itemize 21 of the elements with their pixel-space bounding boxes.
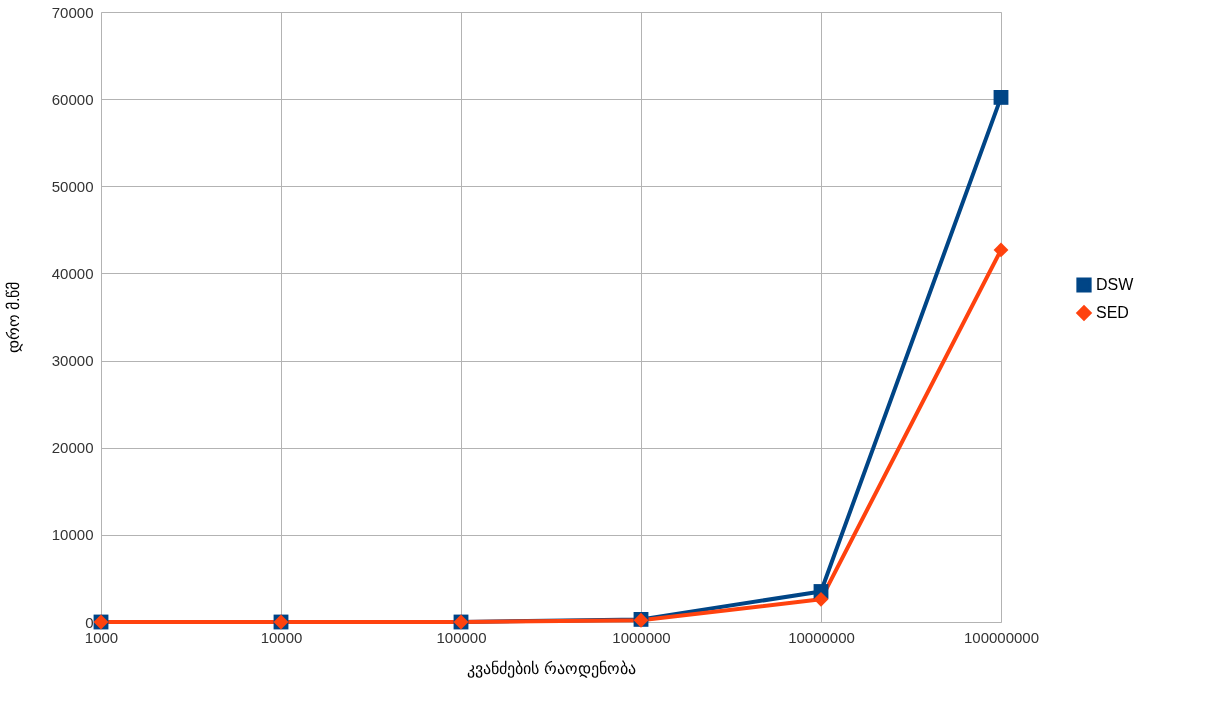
x-tick-label: 10000 xyxy=(260,628,303,646)
x-tick-label: 1000000 xyxy=(612,628,671,646)
y-tick-label: 70000 xyxy=(51,3,94,21)
point xyxy=(993,89,1009,105)
x-tick-label: 10000000 xyxy=(788,628,855,646)
legend-label: DSW xyxy=(1096,276,1135,293)
point xyxy=(993,242,1009,258)
y-tick-label: 50000 xyxy=(51,177,94,195)
y-tick-label: 20000 xyxy=(51,439,94,457)
x-tick-label: 100000000 xyxy=(963,628,1040,646)
y-axis-title: დრო მ.წმ xyxy=(4,281,23,354)
y-tick-label: 10000 xyxy=(51,526,94,544)
legend-label: SED xyxy=(1096,304,1129,321)
y-tick-label: 60000 xyxy=(51,90,94,108)
y-tick-label: 0 xyxy=(85,613,94,631)
y-tick-label: 30000 xyxy=(51,352,94,370)
x-axis-title: კვანძების რაოდენობა xyxy=(467,659,636,678)
x-tick-label: 1000 xyxy=(84,628,119,646)
y-tick-label: 40000 xyxy=(51,264,94,282)
x-tick-label: 100000 xyxy=(436,628,487,646)
point xyxy=(813,591,829,607)
